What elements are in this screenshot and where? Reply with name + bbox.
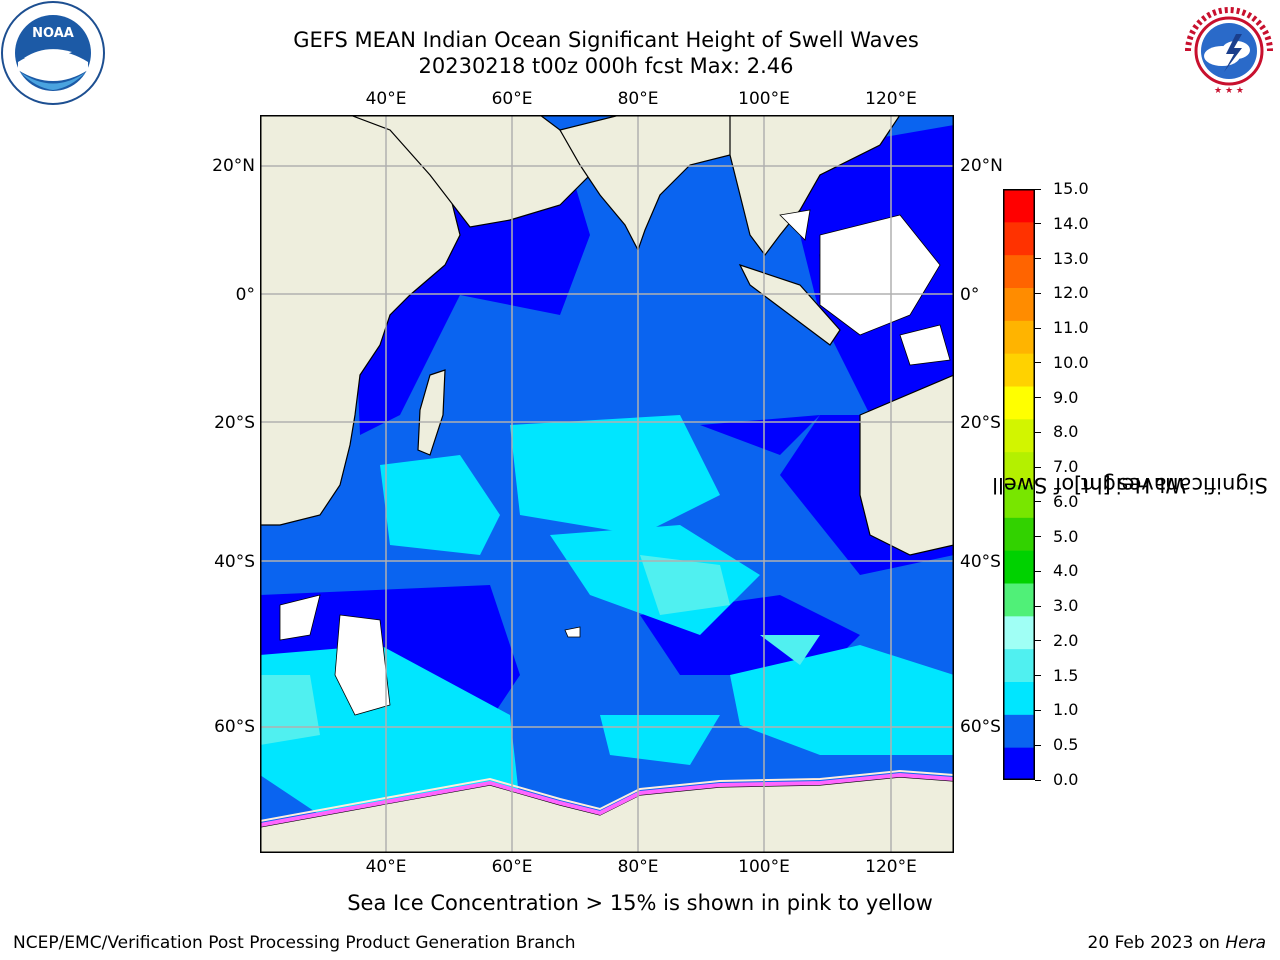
colorbar-tick xyxy=(1035,397,1041,399)
chart-title: GEFS MEAN Indian Ocean Significant Heigh… xyxy=(293,28,919,52)
lat-label-right: 60°S xyxy=(960,717,1001,737)
lat-label-left: 0° xyxy=(235,285,255,305)
colorbar-tick-label: 1.0 xyxy=(1053,700,1079,720)
graticule xyxy=(260,115,954,853)
sea-ice-edge-inner xyxy=(260,769,954,822)
sea-ice-note: Sea Ice Concentration > 15% is shown in … xyxy=(347,891,933,915)
colorbar-swatch xyxy=(1003,320,1035,354)
lat-label-right: 0° xyxy=(960,285,980,305)
colorbar-tick-label: 0.0 xyxy=(1053,770,1079,789)
land-southeast-asia xyxy=(729,115,901,256)
colorbar-tick xyxy=(1035,466,1041,468)
colorbar-tick-label: 3.0 xyxy=(1053,596,1079,616)
colorbar-swatch xyxy=(1003,747,1035,781)
lat-label-left: 40°S xyxy=(214,552,255,572)
colorbar-tick xyxy=(1035,292,1041,294)
land-arabia xyxy=(349,115,591,228)
colorbar-tick-label: 5.0 xyxy=(1053,526,1079,546)
colorbar-tick xyxy=(1035,675,1041,677)
lat-label-right: 20°N xyxy=(960,156,1003,176)
colorbar-tick-label: 7.0 xyxy=(1053,457,1079,477)
lat-label-right: 20°S xyxy=(960,413,1001,433)
noaa-logo: NOAA xyxy=(0,0,106,106)
lon-label-top: 80°E xyxy=(617,89,659,109)
colorbar-tick-label: 2.0 xyxy=(1053,630,1079,650)
lon-label-bottom: 100°E xyxy=(738,857,790,877)
land-madagascar xyxy=(417,369,446,456)
colorbar-swatch xyxy=(1003,550,1035,584)
colorbar-tick xyxy=(1035,327,1041,329)
colorbar-tick xyxy=(1035,709,1041,711)
land-australia xyxy=(859,374,954,556)
colorbar-tick-label: 11.0 xyxy=(1053,318,1089,338)
colorbar-tick-label: 8.0 xyxy=(1053,422,1079,442)
colorbar-swatch xyxy=(1003,517,1035,551)
colorbar-swatch xyxy=(1003,615,1035,650)
lon-label-top: 60°E xyxy=(491,89,533,109)
no-data-patches xyxy=(279,209,951,716)
colorbar-tick xyxy=(1035,640,1041,642)
land-india xyxy=(559,115,741,252)
colorbar-tick xyxy=(1035,605,1041,607)
colorbar-swatch xyxy=(1003,714,1035,748)
lon-label-top: 100°E xyxy=(738,89,790,109)
colorbar-tick-label: 15.0 xyxy=(1053,179,1089,198)
colorbar-tick-label: 12.0 xyxy=(1053,283,1089,303)
colorbar-tick-label: 4.0 xyxy=(1053,561,1079,581)
colorbar-swatch xyxy=(1003,189,1035,223)
svg-text:★ ★ ★: ★ ★ ★ xyxy=(1214,86,1244,96)
credit-date: 20 Feb 2023 on Hera xyxy=(1087,933,1266,953)
lon-label-bottom: 80°E xyxy=(617,857,659,877)
colorbar-swatch xyxy=(1003,484,1035,518)
colorbar-tick xyxy=(1035,536,1041,538)
colorbar-tick xyxy=(1035,779,1041,781)
colorbar-swatch xyxy=(1003,221,1035,256)
colorbar-tick xyxy=(1035,431,1041,433)
colorbar-swatch xyxy=(1003,287,1035,321)
colorbar-tick xyxy=(1035,223,1041,225)
colorbar-tick-label: 9.0 xyxy=(1053,387,1079,407)
lon-label-bottom: 40°E xyxy=(365,857,407,877)
colorbar-tick xyxy=(1035,501,1041,503)
lat-label-right: 40°S xyxy=(960,552,1001,572)
colorbar-swatch xyxy=(1003,353,1035,387)
lat-label-left: 60°S xyxy=(214,717,255,737)
credit-branch: NCEP/EMC/Verification Post Processing Pr… xyxy=(13,933,576,953)
colorbar-tick-label: 14.0 xyxy=(1053,213,1089,233)
colorbar-swatch xyxy=(1003,583,1035,617)
svg-text:NOAA: NOAA xyxy=(32,26,74,41)
lon-label-top: 40°E xyxy=(365,89,407,109)
colorbar-tick-label: 10.0 xyxy=(1053,352,1089,372)
colorbar-swatch xyxy=(1003,254,1035,288)
colorbar-tick xyxy=(1035,570,1041,572)
colorbar-tick xyxy=(1035,362,1041,364)
lon-label-bottom: 120°E xyxy=(865,857,917,877)
sea-ice-edge xyxy=(260,772,954,827)
lat-label-left: 20°N xyxy=(212,156,255,176)
lon-label-bottom: 60°E xyxy=(491,857,533,877)
colorbar-swatch xyxy=(1003,681,1035,715)
colorbar-frame xyxy=(1003,189,1035,780)
colorbar-tick xyxy=(1035,258,1041,260)
colorbar-swatch xyxy=(1003,386,1035,420)
colorbar-swatch xyxy=(1003,451,1035,485)
colorbar-tick-label: 1.5 xyxy=(1053,665,1079,685)
chart-subtitle: 20230218 t00z 000h fcst Max: 2.46 xyxy=(418,54,794,78)
lon-label-top: 120°E xyxy=(865,89,917,109)
colorbar-tick xyxy=(1035,744,1041,746)
colorbar-tick-label: 0.5 xyxy=(1053,735,1079,755)
lat-label-left: 20°S xyxy=(214,413,255,433)
colorbar xyxy=(1003,189,1035,781)
colorbar-swatch xyxy=(1003,418,1035,453)
nws-logo: ★ ★ ★ xyxy=(1178,0,1280,102)
colorbar-tick xyxy=(1035,188,1041,190)
colorbar-tick-label: 13.0 xyxy=(1053,248,1089,268)
colorbar-swatch xyxy=(1003,648,1035,682)
swell-height-map xyxy=(260,115,954,853)
colorbar-title: Significant Height of Swell Waves [m] xyxy=(992,473,1268,497)
colorbar-tick-label: 6.0 xyxy=(1053,491,1079,511)
land-sumatra xyxy=(738,263,841,346)
